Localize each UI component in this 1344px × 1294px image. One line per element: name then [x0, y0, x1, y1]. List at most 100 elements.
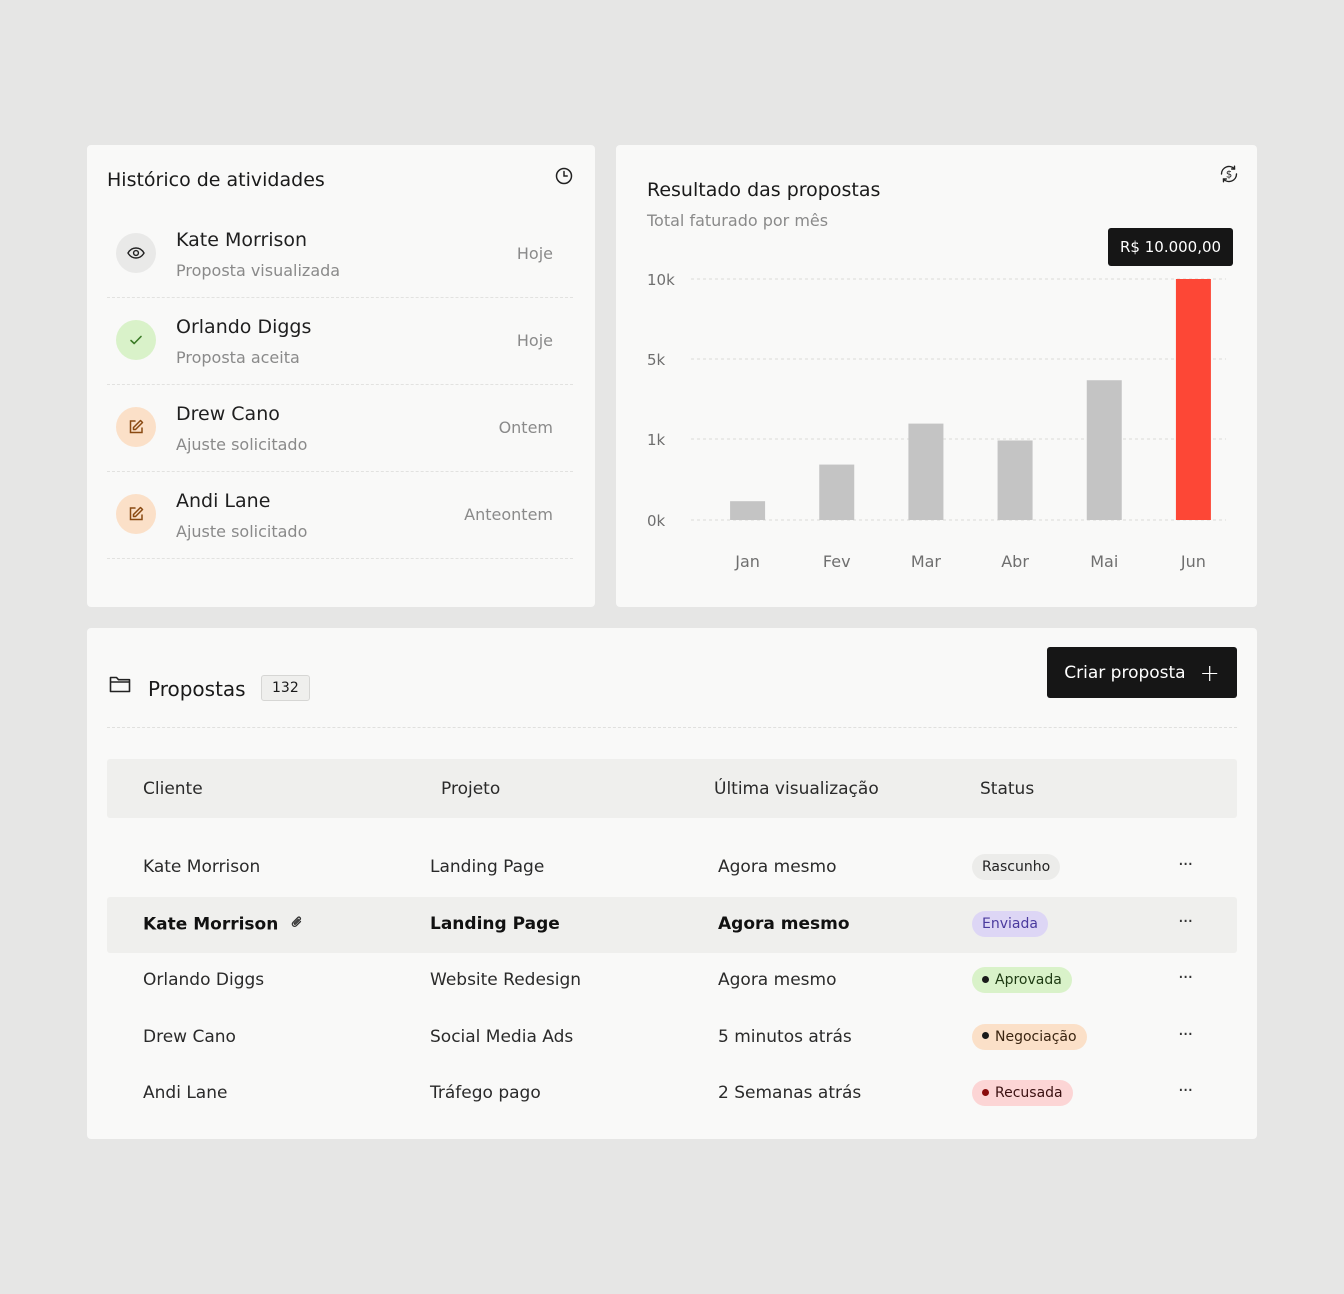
x-tick-label: Mar [911, 552, 942, 571]
cell-project: Tráfego pago [430, 1083, 541, 1103]
edit-icon [116, 494, 156, 534]
activity-item[interactable]: Drew Cano Ajuste solicitado Ontem [107, 385, 573, 472]
more-options-icon[interactable]: ··· [1178, 854, 1193, 875]
activity-description: Proposta visualizada [176, 261, 341, 280]
x-tick-label: Jan [734, 552, 760, 571]
chart-title: Resultado das propostas [647, 179, 881, 201]
cell-last-view: Agora mesmo [718, 857, 837, 877]
table-body: Kate Morrison Landing Page Agora mesmo Rasc… [107, 840, 1237, 1123]
activity-name: Orlando Diggs [176, 316, 312, 338]
proposals-title: Propostas [148, 677, 246, 701]
client-name: Andi Lane [143, 1083, 228, 1103]
y-tick-label: 5k [647, 351, 666, 369]
check-icon [116, 320, 156, 360]
status-dot [982, 975, 989, 983]
client-name: Drew Cano [143, 1026, 236, 1047]
more-options-icon[interactable]: ··· [1178, 967, 1193, 988]
activity-name: Kate Morrison [176, 229, 308, 251]
table-header: Cliente Projeto Última visualização Stat… [107, 759, 1237, 818]
bar-fev[interactable] [819, 464, 855, 520]
activity-card: Histórico de atividades Kate Morrison Pro… [87, 145, 595, 607]
create-proposal-label: Criar proposta [1064, 662, 1186, 683]
column-header-client[interactable]: Cliente [143, 779, 203, 799]
attachment-icon[interactable] [290, 914, 304, 935]
activity-name: Drew Cano [176, 403, 280, 425]
svg-text:$: $ [1226, 170, 1232, 181]
cell-client: Orlando Diggs [143, 970, 264, 990]
table-row[interactable]: Kate Morrison Landing Page Agora mesmo Envi… [107, 896, 1237, 953]
plus-icon: + [1199, 658, 1220, 687]
activity-list: Kate Morrison Proposta visualizada Hoje Orl… [107, 211, 573, 559]
activity-item[interactable]: Kate Morrison Proposta visualizada Hoje [107, 211, 573, 298]
chart-subtitle: Total faturado por mês [647, 211, 829, 230]
column-header-status[interactable]: Status [980, 779, 1035, 799]
cell-client: Kate Morrison [143, 914, 304, 935]
proposals-card: Propostas 132 Criar proposta + Cliente P… [87, 628, 1257, 1139]
status-label: Recusada [995, 1085, 1063, 1101]
column-header-last-view[interactable]: Última visualização [714, 779, 879, 799]
status-badge: Negociação [972, 1023, 1087, 1050]
cell-project: Landing Page [430, 857, 545, 877]
x-tick-label: Mai [1090, 552, 1118, 571]
activity-description: Ajuste solicitado [176, 522, 308, 541]
x-tick-label: Fev [823, 552, 851, 571]
clock-icon[interactable] [555, 167, 573, 185]
cell-project: Social Media Ads [430, 1026, 574, 1047]
y-tick-label: 0k [647, 512, 666, 530]
activity-time: Hoje [516, 331, 553, 350]
chart-card: Resultado das propostas Total faturado p… [616, 145, 1257, 607]
table-row[interactable]: Kate Morrison Landing Page Agora mesmo Rasc… [107, 840, 1237, 897]
bar-chart: 10k 5k 1k 0k Jan Fev Mar Abr Mai Jun [647, 271, 1226, 571]
x-tick-label: Abr [1001, 552, 1029, 571]
status-dot [982, 1088, 989, 1096]
client-name: Kate Morrison [143, 914, 279, 934]
table-row[interactable]: Drew Cano Social Media Ads 5 minutos atrás… [107, 1010, 1237, 1067]
folder-icon [109, 676, 131, 693]
activity-time: Ontem [498, 418, 553, 437]
status-badge: Enviada [972, 910, 1048, 937]
more-options-icon[interactable]: ··· [1178, 1023, 1193, 1045]
chart-tooltip: R$ 10.000,00 [1108, 228, 1234, 266]
table-row[interactable]: Andi Lane Tráfego pago 2 Semanas atrás Recu… [107, 1066, 1237, 1123]
cell-client: Andi Lane [143, 1083, 227, 1103]
column-header-project[interactable]: Projeto [441, 779, 501, 799]
edit-icon [116, 407, 156, 447]
activity-item[interactable]: Orlando Diggs Proposta aceita Hoje [107, 298, 573, 385]
activity-time: Hoje [516, 244, 553, 263]
activity-title: Histórico de atividades [107, 169, 325, 191]
proposals-count-badge: 132 [261, 675, 310, 701]
eye-icon [116, 233, 156, 273]
client-name: Orlando Diggs [143, 970, 265, 990]
activity-name: Andi Lane [176, 490, 271, 512]
cell-client: Drew Cano [143, 1027, 236, 1047]
cell-last-view: Agora mesmo [718, 970, 837, 990]
cell-project: Landing Page [430, 913, 560, 934]
table-row[interactable]: Orlando Diggs Website Redesign Agora mesmo… [107, 953, 1237, 1010]
bar-jan[interactable] [730, 501, 766, 520]
status-label: Negociação [995, 1028, 1077, 1045]
x-tick-label: Jun [1180, 552, 1206, 571]
bar-mar[interactable] [908, 423, 944, 520]
activity-description: Proposta aceita [176, 348, 300, 367]
activity-item[interactable]: Andi Lane Ajuste solicitado Anteontem [107, 472, 573, 559]
status-badge: Aprovada [972, 967, 1072, 993]
status-label: Enviada [982, 915, 1038, 932]
bar-mai[interactable] [1086, 380, 1122, 520]
activity-time: Anteontem [464, 505, 553, 524]
cell-last-view: Agora mesmo [718, 913, 850, 934]
bar-abr[interactable] [997, 440, 1033, 520]
create-proposal-button[interactable]: Criar proposta + [1047, 647, 1237, 698]
status-dot [982, 1032, 989, 1039]
activity-description: Ajuste solicitado [176, 435, 308, 454]
cell-project: Website Redesign [430, 970, 582, 990]
cell-last-view: 5 minutos atrás [718, 1026, 852, 1047]
cell-last-view: 2 Semanas atrás [718, 1083, 862, 1103]
status-label: Rascunho [982, 859, 1051, 875]
more-options-icon[interactable]: ··· [1178, 910, 1193, 932]
dollar-refresh-icon[interactable]: $ [1218, 163, 1240, 185]
cell-client: Kate Morrison [143, 857, 260, 877]
status-badge: Recusada [972, 1080, 1073, 1106]
client-name: Kate Morrison [143, 857, 261, 877]
bar-jun[interactable] [1175, 279, 1211, 520]
more-options-icon[interactable]: ··· [1178, 1080, 1193, 1101]
